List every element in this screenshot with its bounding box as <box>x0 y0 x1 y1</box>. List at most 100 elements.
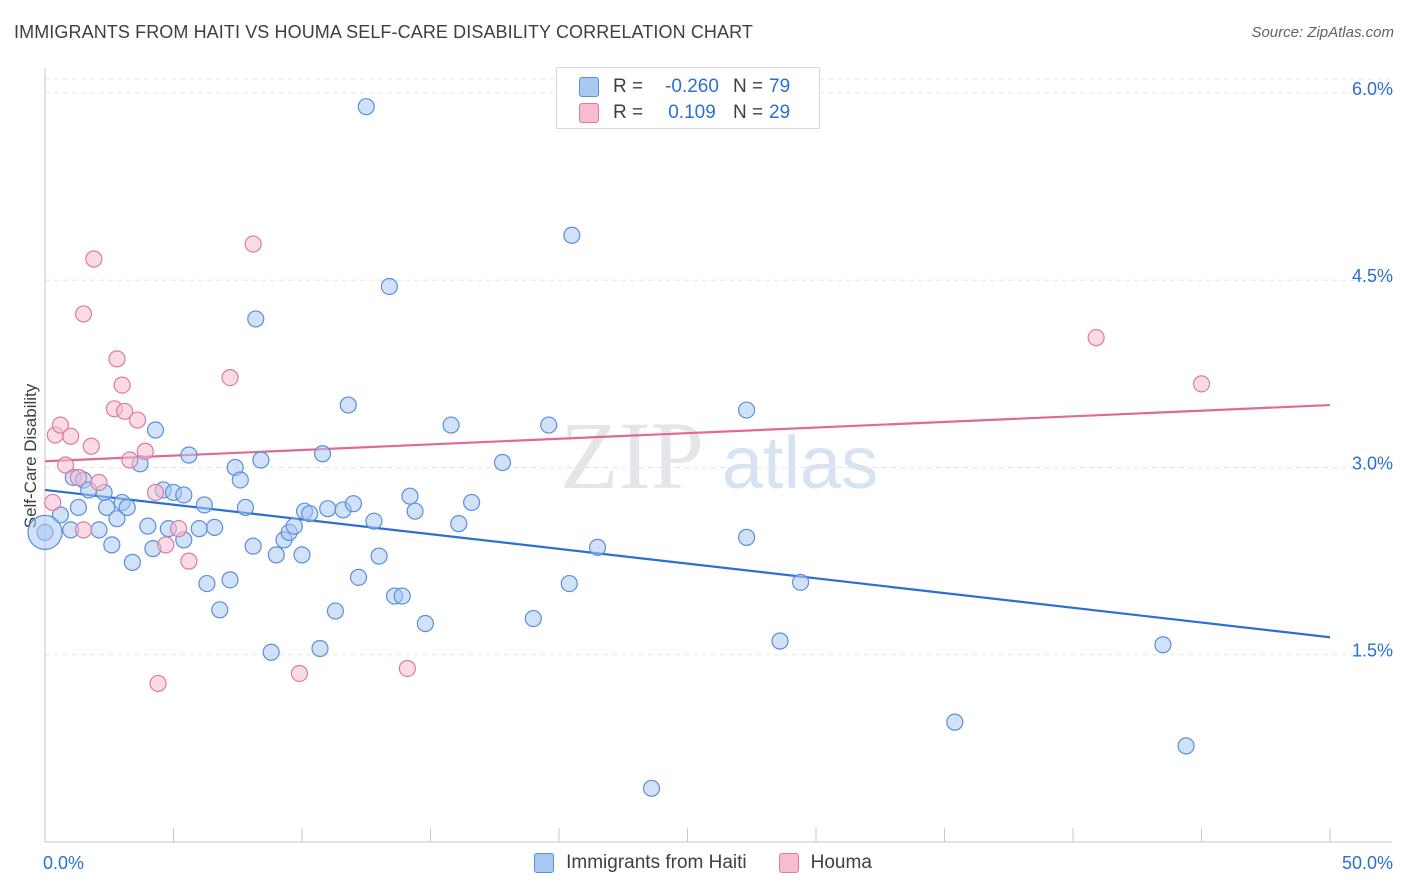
chart-legend: Immigrants from Haiti Houma <box>0 852 1406 874</box>
point-layer <box>27 98 1211 797</box>
houma-point <box>116 402 134 420</box>
haiti-point <box>236 498 255 517</box>
houma-point <box>69 468 88 487</box>
houma-point <box>51 416 70 434</box>
haiti-point <box>1177 737 1195 755</box>
haiti-point <box>313 445 332 463</box>
haiti-point <box>190 520 208 538</box>
haiti-point <box>1154 636 1172 654</box>
haiti-point <box>370 547 388 565</box>
houma-point <box>136 442 154 460</box>
haiti-point <box>108 510 126 528</box>
y-tick-label: 6.0% <box>1352 79 1393 99</box>
stats-row-haiti: R = -0.260 N = 79 <box>579 74 790 100</box>
stats-row-houma: R = 0.109 N = 29 <box>579 100 790 126</box>
haiti-point <box>563 226 581 244</box>
legend-item-houma[interactable]: Houma <box>778 852 872 874</box>
haiti-point <box>231 471 249 489</box>
haiti-point <box>293 546 311 564</box>
houma-point <box>170 520 188 538</box>
houma-point <box>244 235 262 253</box>
haiti-point <box>450 515 468 533</box>
haiti-point <box>326 602 345 620</box>
stats-r-value: -0.260 <box>665 76 719 97</box>
haiti-point <box>175 486 193 504</box>
houma-point <box>157 536 175 554</box>
haiti-point <box>90 521 108 539</box>
haiti-trend-line <box>44 488 1331 639</box>
haiti-point <box>198 574 216 593</box>
houma-point <box>56 456 75 474</box>
label-layer: 1.5% 3.0% 4.5% 6.0% 0.0% 50.0% <box>43 79 1393 873</box>
houma-point <box>221 369 239 387</box>
haiti-point <box>285 517 303 535</box>
chart-title: IMMIGRANTS FROM HAITI VS HOUMA SELF-CARE… <box>14 22 753 42</box>
legend-item-haiti[interactable]: Immigrants from Haiti <box>534 852 747 874</box>
houma-point <box>146 483 165 502</box>
houma-point <box>90 473 108 492</box>
haiti-point <box>463 493 481 512</box>
haiti-point <box>103 536 121 554</box>
haiti-point <box>262 643 280 661</box>
haiti-point <box>339 396 357 414</box>
houma-point <box>1192 375 1211 393</box>
haiti-point <box>51 506 70 524</box>
haiti-point <box>406 502 424 520</box>
stats-r-value: 0.109 <box>668 102 716 123</box>
stats-n-label: N = <box>733 102 764 123</box>
haiti-point <box>146 421 165 439</box>
haiti-point <box>69 498 88 517</box>
legend-label-haiti: Immigrants from Haiti <box>566 852 747 873</box>
houma-point <box>85 250 103 268</box>
stats-r-label: R = <box>613 102 644 123</box>
houma-point <box>44 493 62 512</box>
haiti-point <box>180 446 198 464</box>
haiti-point <box>319 500 337 518</box>
haiti-point <box>642 779 661 797</box>
haiti-point <box>771 632 789 650</box>
x-tick-label-max: 50.0% <box>1342 853 1393 873</box>
haiti-point <box>301 505 319 523</box>
haiti-point <box>244 537 262 555</box>
stats-n-value: 79 <box>769 76 791 97</box>
watermark-atlas: atlas <box>722 421 878 504</box>
haiti-point <box>195 496 213 514</box>
haiti-point <box>123 553 141 571</box>
haiti-point <box>211 601 229 619</box>
houma-point <box>62 427 80 445</box>
houma-point <box>290 664 309 683</box>
houma-point <box>113 376 131 394</box>
haiti-point <box>344 495 362 513</box>
houma-point <box>108 350 126 368</box>
haiti-point <box>311 639 329 658</box>
houma-point <box>74 521 93 539</box>
haiti-point <box>247 310 265 328</box>
houma-point <box>82 437 100 455</box>
y-tick-label: 1.5% <box>1352 641 1393 661</box>
houma-point <box>74 305 93 323</box>
haiti-point <box>401 487 419 505</box>
haiti-point <box>206 518 224 537</box>
haiti-point <box>791 573 810 591</box>
haiti-point <box>442 416 460 434</box>
haiti-point <box>349 568 368 586</box>
houma-legend-swatch-icon <box>778 853 799 873</box>
y-tick-label: 3.0% <box>1352 453 1393 473</box>
haiti-point <box>139 517 157 535</box>
haiti-point <box>493 453 512 472</box>
stats-n-value: 29 <box>769 102 791 123</box>
houma-point <box>398 659 416 678</box>
y-tick-label: 4.5% <box>1352 266 1393 286</box>
haiti-swatch-icon <box>579 77 599 97</box>
haiti-point <box>267 546 285 564</box>
axis-layer <box>44 68 1392 843</box>
haiti-point <box>738 528 756 546</box>
houma-point <box>149 674 167 693</box>
watermark-zip: ZIP <box>560 402 704 509</box>
stats-r-label: R = <box>613 76 644 97</box>
haiti-point <box>357 98 375 116</box>
haiti-legend-swatch-icon <box>534 853 555 873</box>
haiti-point <box>416 614 434 633</box>
grid-layer <box>45 78 1392 656</box>
